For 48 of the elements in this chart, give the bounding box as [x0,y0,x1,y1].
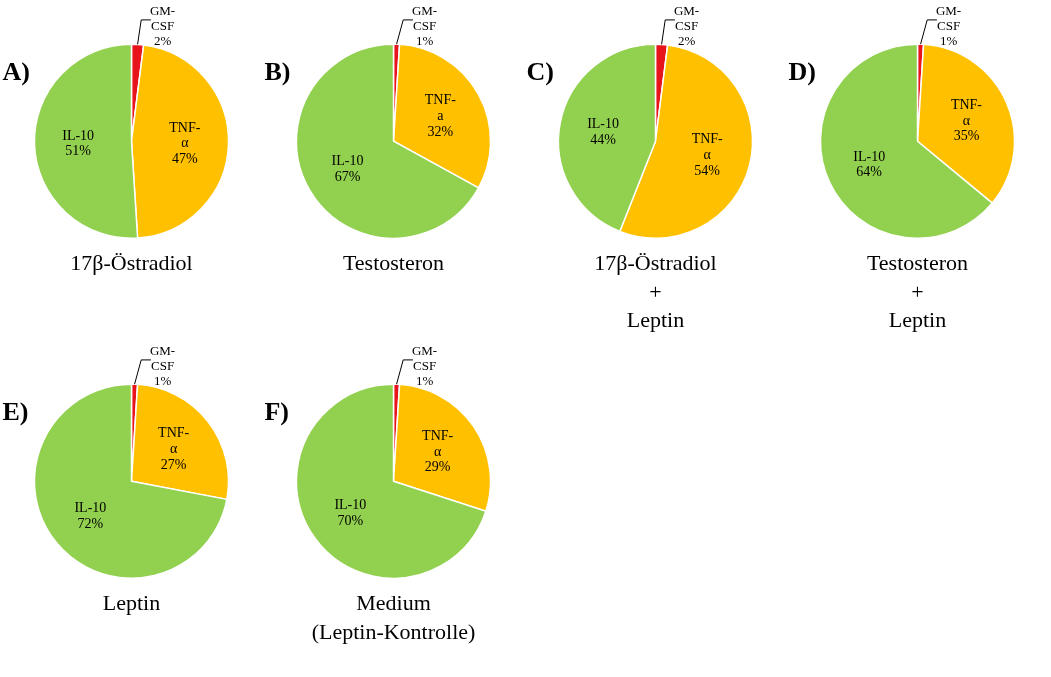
data-label: 2% [677,33,696,49]
text: E) [2,396,29,426]
text: D) [788,56,816,86]
slice-label: TNF-α [691,131,724,162]
slice-label: GM-CSF [935,3,962,34]
data-label: 32% [427,123,454,139]
data-label: 35% [953,128,980,144]
slice-label: IL-10 [62,127,95,143]
data-label: 51% [65,143,92,159]
text: A) [2,56,30,86]
data-label: 1% [415,33,434,49]
data-label: 70% [337,512,364,528]
slice-label: IL-10 [853,148,886,164]
text: C) [526,56,554,86]
data-label: 67% [334,168,361,184]
slice-label: IL-10 [334,497,367,513]
data-label: 1% [153,373,172,389]
text: Testosteron [342,249,445,275]
text: F) [264,396,289,426]
slice-label: TNF-α [169,119,201,151]
data-label: 72% [77,515,104,531]
data-label: 29% [424,459,451,475]
data-label: 44% [590,131,617,147]
data-label: 1% [939,33,958,49]
slice-label: GM-CSF [673,3,700,34]
text: 17β-Östradiol + Leptin [594,249,717,333]
text: 17β-Östradiol [70,249,193,275]
slice-label: TNF-α [158,425,190,456]
text: Testosteron + Leptin [866,249,969,333]
slice-label: IL-10 [331,153,364,168]
slice-label: GM-CSF [149,343,176,374]
slice-label: TNF-α [422,427,454,459]
slice-label: TNF-α [950,96,983,128]
slice-label: IL-10 [587,115,620,131]
slice-label: IL-10 [74,499,107,515]
data-label: 47% [172,151,199,167]
data-label: 2% [153,33,172,49]
data-label: 64% [856,164,883,180]
slice-label: GM-CSF [411,343,438,374]
text: B) [264,56,291,86]
data-label: 1% [415,373,434,389]
slice-label: GM-CSF [411,3,438,34]
data-label: 27% [160,456,187,472]
slice-label: GM-CSF [149,3,176,34]
text: Medium (Leptin-Kontrolle) [311,589,476,644]
data-label: 54% [694,162,721,178]
slice-label: TNF-a [424,92,457,123]
text: Leptin [102,589,161,615]
